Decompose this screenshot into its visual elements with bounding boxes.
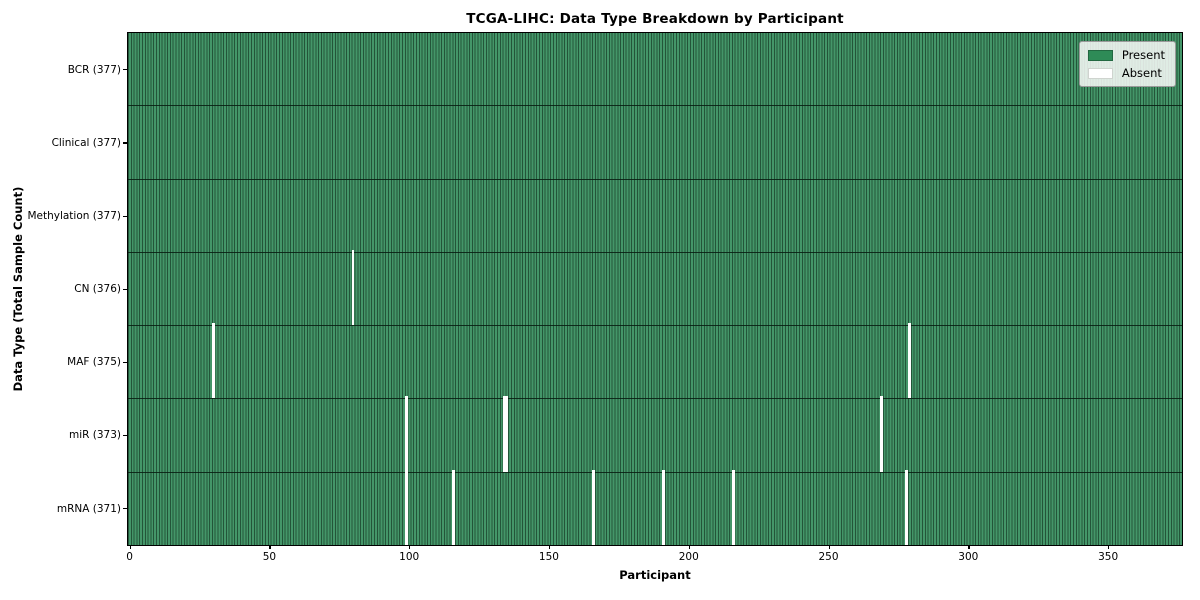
legend-swatch-absent [1087, 67, 1113, 79]
plot-area: Present Absent [127, 32, 1183, 546]
xtick-mark [828, 545, 830, 549]
xtick-label-150: 150 [538, 551, 559, 563]
ytick-mark [123, 69, 127, 71]
heatmap-row-methylation [128, 178, 1182, 252]
ytick-label-cn: CN (376) [74, 283, 121, 296]
xtick-label-0: 0 [126, 551, 133, 563]
absent-marker-cn-80 [351, 249, 355, 326]
ytick-mark [123, 508, 127, 510]
xtick-mark [129, 545, 131, 549]
ytick-mark [123, 288, 127, 290]
xtick-label-50: 50 [262, 551, 277, 563]
absent-marker-mir-269 [880, 396, 883, 472]
xtick-mark [548, 545, 551, 549]
chart-title: TCGA-LIHC: Data Type Breakdown by Partic… [466, 11, 844, 27]
heatmap-row-cn [128, 249, 1182, 326]
ytick-mark [123, 142, 127, 144]
ytick-label-methylation: Methylation (377) [27, 210, 121, 223]
legend-item-absent: Absent [1087, 66, 1165, 80]
absent-marker-mir-99 [404, 396, 408, 472]
x-axis-label: Participant [619, 568, 691, 582]
xtick-label-250: 250 [818, 551, 839, 563]
absent-marker-mir-134 [502, 396, 506, 472]
absent-marker-maf-279 [908, 323, 911, 399]
legend-label-absent: Absent [1121, 66, 1162, 80]
xtick-label-200: 200 [678, 551, 699, 563]
absent-marker-mrna-99 [404, 469, 408, 545]
absent-marker-mrna-191 [661, 469, 665, 545]
heatmap-row-mrna [128, 469, 1182, 545]
ytick-label-clinical: Clinical (377) [51, 136, 121, 149]
xtick-mark [1108, 545, 1110, 549]
xtick-mark [968, 545, 970, 549]
xtick-label-300: 300 [958, 551, 979, 563]
ytick-mark [123, 215, 127, 217]
xtick-label-100: 100 [399, 551, 420, 563]
xtick-mark [269, 545, 271, 549]
ytick-label-maf: MAF (375) [67, 356, 121, 369]
absent-marker-maf-30 [211, 323, 215, 399]
legend-item-present: Present [1087, 48, 1165, 62]
xtick-label-350: 350 [1098, 551, 1119, 563]
ytick-label-mir: miR (373) [68, 429, 121, 442]
ytick-label-mrna: mRNA (371) [56, 502, 121, 515]
absent-marker-mrna-278 [905, 469, 909, 545]
xtick-mark [688, 545, 690, 549]
heatmap-row-mir [128, 396, 1182, 472]
heatmap-row-bcr [128, 33, 1182, 106]
ytick-label-bcr: BCR (377) [67, 63, 121, 76]
xtick-mark [409, 545, 411, 549]
heatmap-row-clinical [128, 105, 1182, 179]
heatmap-row-maf [128, 323, 1182, 399]
absent-marker-mrna-216 [731, 469, 735, 545]
legend-swatch-present [1087, 49, 1113, 61]
absent-marker-mrna-116 [452, 469, 456, 545]
ytick-mark [123, 434, 127, 437]
absent-marker-mir-135 [505, 396, 509, 472]
absent-marker-mrna-166 [592, 469, 595, 545]
legend-label-present: Present [1121, 48, 1165, 62]
legend: Present Absent [1078, 41, 1176, 87]
ytick-mark [123, 361, 127, 364]
